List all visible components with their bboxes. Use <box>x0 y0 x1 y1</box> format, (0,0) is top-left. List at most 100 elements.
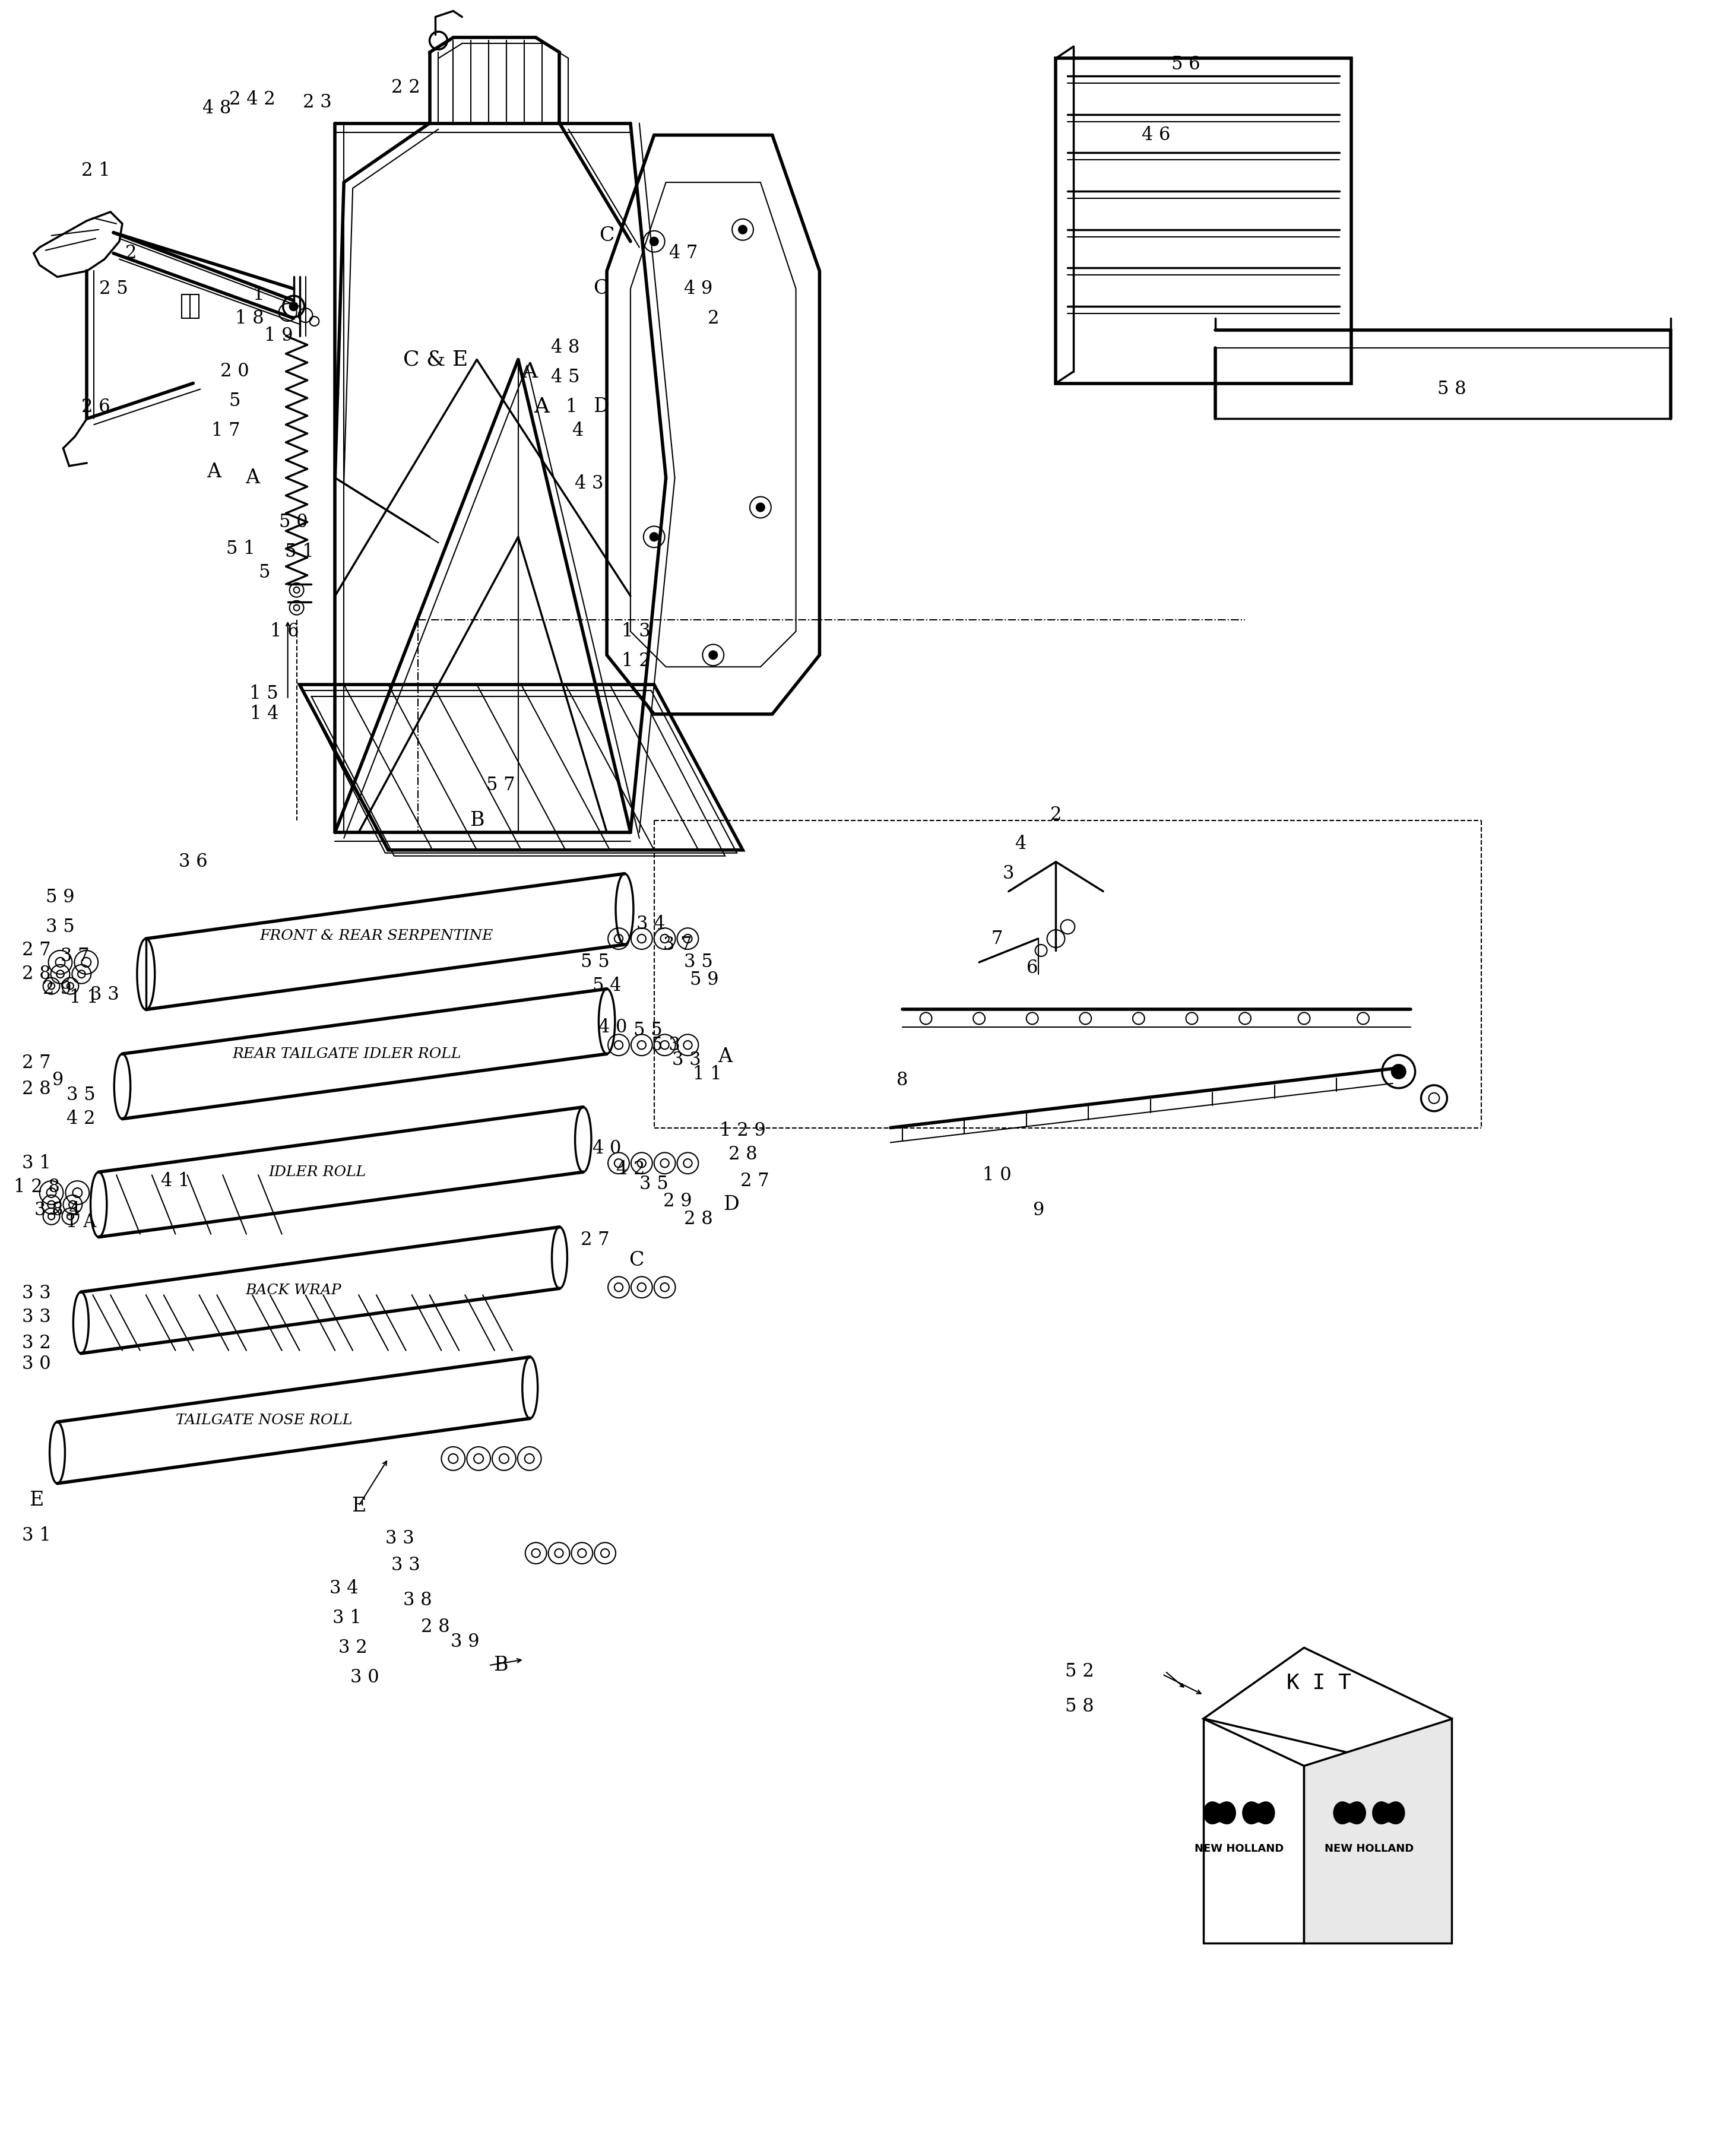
Text: 5 5: 5 5 <box>634 1022 663 1039</box>
Text: 4 2: 4 2 <box>616 1159 644 1178</box>
Text: 3 5: 3 5 <box>639 1174 668 1193</box>
Text: 3 3: 3 3 <box>385 1529 415 1547</box>
Text: 5 0: 5 0 <box>279 512 307 531</box>
Circle shape <box>708 651 717 660</box>
Text: TAILGATE NOSE ROLL: TAILGATE NOSE ROLL <box>175 1414 352 1427</box>
Text: 2 8: 2 8 <box>23 1080 50 1099</box>
Text: NEW HOLLAND: NEW HOLLAND <box>1325 1844 1413 1855</box>
Text: 4 5: 4 5 <box>550 368 580 386</box>
Text: 2 1: 2 1 <box>82 161 109 180</box>
Polygon shape <box>1373 1801 1404 1825</box>
Text: 4 1: 4 1 <box>161 1172 189 1191</box>
Text: 1 1: 1 1 <box>693 1065 722 1084</box>
Text: 5 4: 5 4 <box>592 977 621 996</box>
Text: 3: 3 <box>1003 865 1014 883</box>
Text: E: E <box>351 1497 366 1514</box>
Text: 4 2: 4 2 <box>66 1110 95 1129</box>
Text: 5 2: 5 2 <box>1066 1662 1094 1681</box>
Text: 1 1: 1 1 <box>69 987 99 1007</box>
Text: A: A <box>245 469 259 486</box>
Text: 2 5: 2 5 <box>99 278 128 298</box>
Polygon shape <box>1203 1801 1236 1825</box>
Text: 6: 6 <box>1026 960 1038 977</box>
Text: 3 4: 3 4 <box>330 1579 358 1598</box>
Text: 1 0: 1 0 <box>983 1165 1012 1185</box>
Circle shape <box>757 503 764 512</box>
Text: 2 8: 2 8 <box>729 1146 757 1163</box>
Text: 4: 4 <box>571 422 583 439</box>
Text: 3 2: 3 2 <box>339 1639 368 1658</box>
Text: 3 1: 3 1 <box>23 1155 50 1172</box>
Text: 2 2: 2 2 <box>391 79 420 96</box>
Text: C: C <box>599 227 615 244</box>
Text: 2 9: 2 9 <box>43 979 71 998</box>
Text: 2 7: 2 7 <box>23 1054 50 1071</box>
Text: 5 9: 5 9 <box>689 970 719 990</box>
Text: BACK WRAP: BACK WRAP <box>247 1283 342 1298</box>
Bar <box>1055 58 1351 383</box>
Polygon shape <box>1203 1718 1304 1943</box>
Text: 4 0: 4 0 <box>592 1140 621 1157</box>
Text: 3 7: 3 7 <box>663 936 693 953</box>
Text: 4 9: 4 9 <box>684 278 713 298</box>
Text: 2 8: 2 8 <box>422 1617 450 1636</box>
Text: 5 1: 5 1 <box>285 542 314 561</box>
Text: 5 5: 5 5 <box>580 953 609 972</box>
Text: 1 3: 1 3 <box>621 621 651 640</box>
Text: 1 2 9: 1 2 9 <box>720 1122 766 1140</box>
Text: 4 8: 4 8 <box>550 338 580 358</box>
Text: FRONT & REAR SERPENTINE: FRONT & REAR SERPENTINE <box>260 930 493 942</box>
Text: 1 A: 1 A <box>66 1212 95 1232</box>
Text: 1 2: 1 2 <box>621 651 651 670</box>
Text: 9: 9 <box>52 1071 62 1090</box>
Text: 4 3: 4 3 <box>575 476 604 493</box>
Text: 3 4: 3 4 <box>637 915 665 934</box>
Text: 9: 9 <box>1033 1202 1043 1219</box>
Text: 2 4 2: 2 4 2 <box>229 90 276 109</box>
Text: 2 6: 2 6 <box>82 398 109 416</box>
Text: 3 0: 3 0 <box>351 1669 378 1686</box>
Text: 3 3: 3 3 <box>391 1555 420 1574</box>
Text: 5 9: 5 9 <box>45 889 75 906</box>
Polygon shape <box>1333 1801 1366 1825</box>
Text: 3 8: 3 8 <box>403 1592 432 1609</box>
Circle shape <box>649 238 658 246</box>
Text: 3 3: 3 3 <box>23 1307 50 1326</box>
Text: 4 0: 4 0 <box>599 1017 627 1037</box>
Text: 3 7: 3 7 <box>61 947 90 966</box>
Text: E: E <box>30 1491 43 1510</box>
Text: D: D <box>594 398 609 416</box>
Text: B: B <box>493 1656 507 1675</box>
Text: 3 2: 3 2 <box>23 1334 50 1352</box>
Text: C: C <box>628 1251 644 1270</box>
Text: 5: 5 <box>259 563 269 580</box>
Text: A: A <box>535 396 550 418</box>
Text: 2 7: 2 7 <box>580 1232 609 1249</box>
Text: 3 0: 3 0 <box>23 1356 50 1373</box>
Text: A: A <box>523 362 538 381</box>
Text: 3 6: 3 6 <box>179 853 208 872</box>
Text: 2: 2 <box>707 308 719 328</box>
Text: 4 7: 4 7 <box>670 244 698 263</box>
Text: A: A <box>207 463 220 482</box>
Text: 2 0: 2 0 <box>220 362 248 381</box>
Text: 2 7: 2 7 <box>740 1172 769 1191</box>
Bar <box>181 296 200 319</box>
Text: 7: 7 <box>991 930 1003 949</box>
Text: 3 5: 3 5 <box>66 1086 95 1105</box>
Text: 3 3: 3 3 <box>90 985 120 1005</box>
Text: 1: 1 <box>566 398 576 416</box>
Circle shape <box>649 533 658 542</box>
Circle shape <box>290 302 299 311</box>
Text: D: D <box>722 1195 740 1215</box>
Text: 5 8: 5 8 <box>1066 1699 1094 1716</box>
Text: 2 7: 2 7 <box>23 940 50 960</box>
Text: 4: 4 <box>1016 835 1026 853</box>
Text: 3 8 4: 3 8 4 <box>35 1202 80 1219</box>
Text: 3 9: 3 9 <box>451 1632 479 1651</box>
Text: 1: 1 <box>252 285 264 304</box>
Text: NEW HOLLAND: NEW HOLLAND <box>1194 1844 1283 1855</box>
Text: 4 6: 4 6 <box>1142 126 1170 144</box>
Text: 3 5: 3 5 <box>684 953 713 972</box>
Text: 8: 8 <box>896 1071 908 1090</box>
